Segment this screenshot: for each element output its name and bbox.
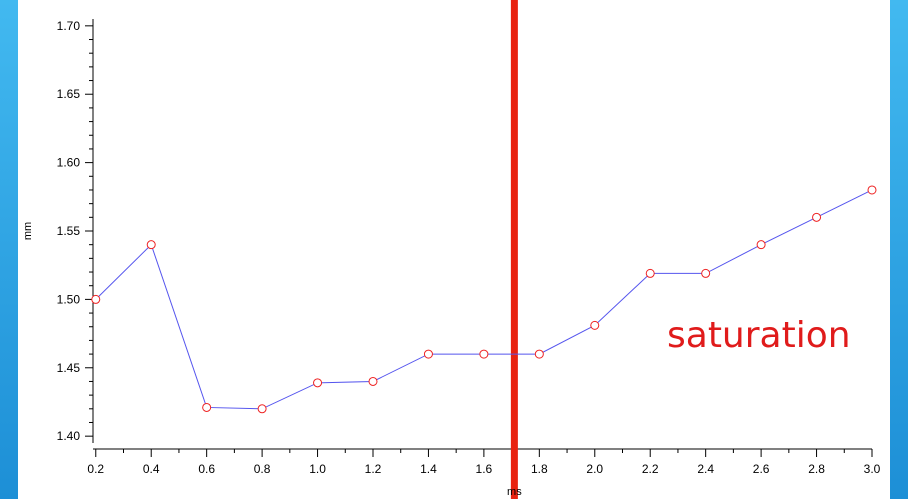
x-tick-label: 1.8: [531, 462, 548, 476]
data-point: [534, 349, 544, 359]
x-tick-label: 1.6: [476, 462, 493, 476]
data-point: [91, 294, 101, 304]
data-point: [590, 320, 600, 330]
series-line: [95, 189, 873, 410]
x-tick-label: 1.4: [420, 462, 437, 476]
chart-panel: [18, 0, 890, 499]
y-tick-label: 1.55: [57, 224, 81, 238]
y-tick-label: 1.65: [57, 87, 81, 101]
data-point: [423, 349, 433, 359]
y-tick-label: 1.45: [57, 361, 81, 375]
data-point: [701, 268, 711, 278]
y-tick-label: 1.60: [57, 156, 81, 170]
x-tick-label: 0.4: [143, 462, 160, 476]
data-point: [313, 378, 323, 388]
slide-border-left: [0, 0, 18, 499]
data-point: [479, 349, 489, 359]
x-tick-label: 1.2: [365, 462, 382, 476]
data-point: [645, 268, 655, 278]
x-tick-label: 2.2: [642, 462, 659, 476]
data-point: [812, 212, 822, 222]
saturation-annotation: saturation: [667, 315, 851, 356]
x-tick-label: 2.0: [586, 462, 603, 476]
x-tick-label: 0.6: [198, 462, 215, 476]
x-axis-label: ms: [507, 486, 522, 498]
x-tick-label: 0.8: [254, 462, 271, 476]
x-tick-label: 2.8: [808, 462, 825, 476]
y-tick-label: 1.40: [57, 429, 81, 443]
data-point: [368, 376, 378, 386]
y-tick-label: 1.70: [57, 19, 81, 33]
x-tick-label: 1.0: [309, 462, 326, 476]
data-point: [756, 240, 766, 250]
y-axis-label: mm: [22, 222, 34, 240]
y-tick-label: 1.50: [57, 292, 81, 306]
data-point: [146, 240, 156, 250]
x-tick-label: 0.2: [87, 462, 104, 476]
slide-border-right: [890, 0, 908, 499]
data-point: [257, 404, 267, 414]
series-group: [91, 185, 877, 414]
x-tick-label: 2.4: [697, 462, 714, 476]
x-tick-label: 3.0: [864, 462, 881, 476]
data-point: [202, 402, 212, 412]
axes: 1.40 1.45 1.50 1.55 1.60 1.65 1.70 0.2 0.4 0.6 0.8…: [57, 19, 881, 476]
x-tick-label: 2.6: [753, 462, 770, 476]
data-point: [867, 185, 877, 195]
